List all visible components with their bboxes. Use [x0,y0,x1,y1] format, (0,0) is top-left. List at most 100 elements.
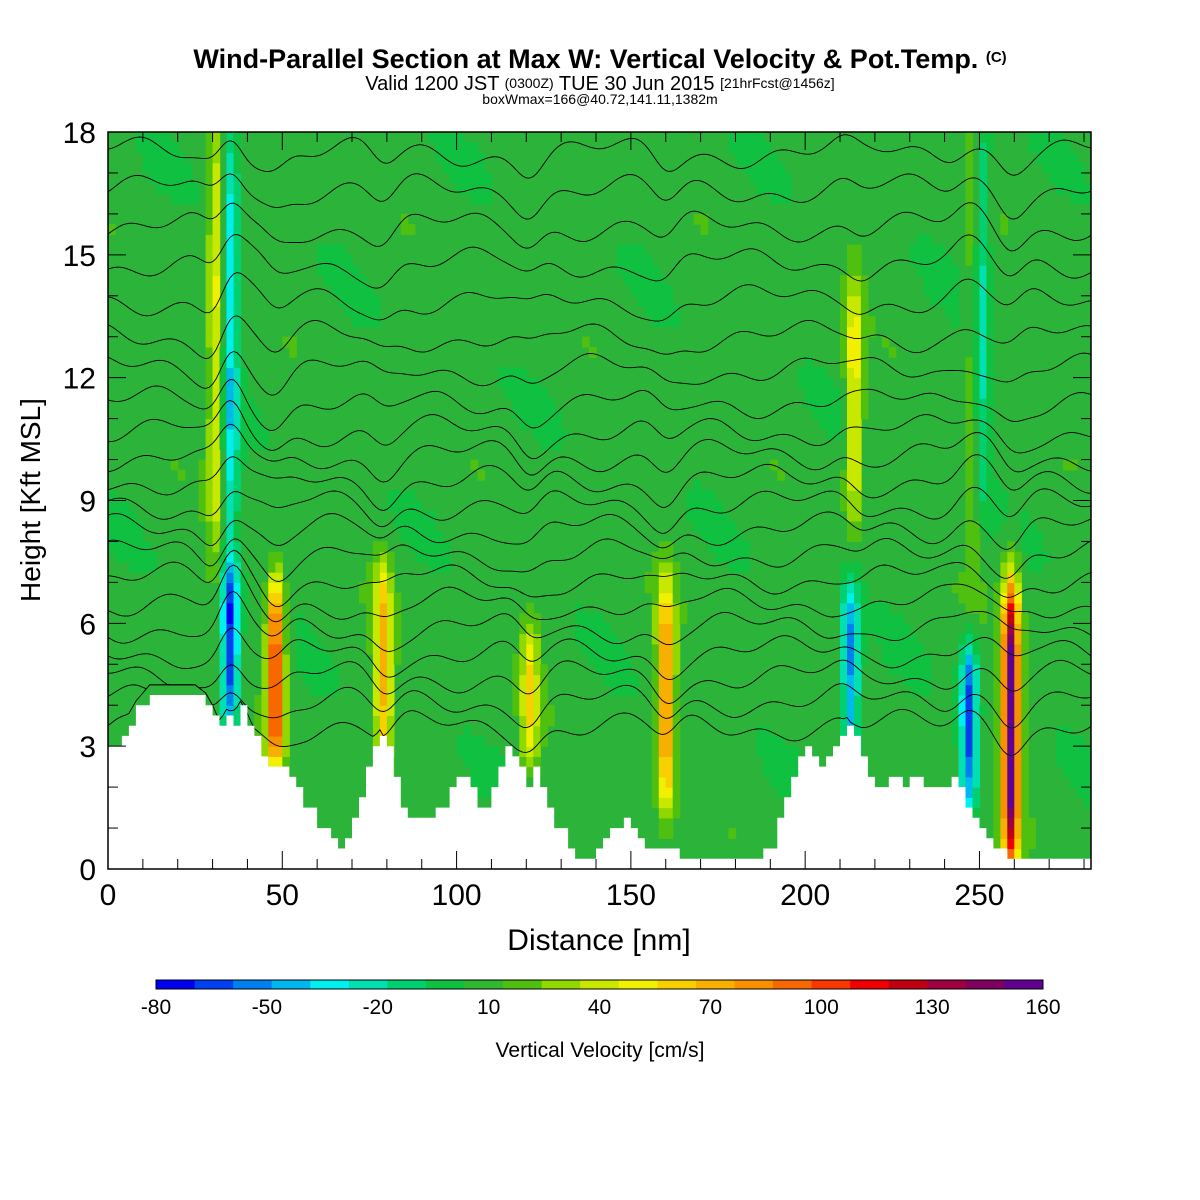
velocity-cell [1000,633,1008,645]
velocity-cell [1007,715,1015,727]
velocity-cell [665,295,674,307]
velocity-cell [219,377,228,389]
velocity-cell [310,654,318,665]
velocity-cell [226,602,235,614]
velocity-cell [386,602,395,614]
velocity-cell [847,265,855,276]
velocity-cell [379,551,388,563]
velocity-cell [965,684,974,696]
velocity-cell [226,480,235,491]
velocity-cell [847,469,855,481]
velocity-cell [331,254,339,266]
velocity-cell [979,316,988,328]
velocity-cell [212,572,221,583]
velocity-cell [756,746,764,757]
velocity-cell [840,582,848,594]
velocity-cell [672,582,681,594]
velocity-cell [1049,142,1057,153]
velocity-cell [1014,664,1022,676]
velocity-cell [965,213,974,225]
y-axis-label: Height [Kft MSL] [15,398,46,602]
velocity-cell [965,735,974,747]
velocity-cell [700,224,709,235]
velocity-cell [672,746,681,757]
velocity-cell [651,561,660,573]
velocity-cell [651,735,660,747]
velocity-cell [526,418,534,430]
velocity-cell [791,756,799,768]
velocity-cell [205,162,214,174]
velocity-cell [310,674,318,686]
velocity-cell [386,695,395,706]
velocity-cell [226,152,235,164]
velocity-cell [435,152,444,164]
velocity-cell [651,797,660,809]
isentrope-line [108,549,1091,608]
velocity-cell [526,766,534,778]
velocity-cell [177,162,186,174]
velocity-cell [888,347,897,358]
velocity-cell [944,265,953,276]
velocity-cell [1049,172,1057,184]
velocity-cell [819,408,827,420]
velocity-cell [379,664,388,676]
velocity-cell [665,602,674,614]
velocity-cell [979,592,988,604]
velocity-cell [1000,684,1008,696]
velocity-cell [798,377,806,389]
colorbar-swatch [387,980,427,989]
velocity-cell [275,705,283,716]
velocity-cell [275,561,283,573]
velocity-cell [589,643,597,655]
velocity-cell [965,572,974,583]
isentrope-line [108,684,1091,757]
velocity-cell [840,684,848,696]
velocity-cell [972,295,981,307]
velocity-cell [1063,735,1071,747]
velocity-cell [672,561,681,573]
velocity-cell [324,265,332,276]
velocity-cell [533,746,541,757]
velocity-cell [212,193,221,205]
velocity-cell [268,633,276,645]
velocity-cell [212,275,221,287]
velocity-cell [965,654,974,665]
velocity-cell [665,817,674,829]
velocity-cell [916,674,925,686]
isentrope-line [108,591,1091,652]
velocity-cell [965,152,974,164]
velocity-cell [533,643,541,655]
velocity-cell [979,490,988,502]
velocity-cell [407,500,416,512]
velocity-cell [205,142,214,153]
velocity-cell [226,408,235,420]
velocity-cell [1014,613,1022,624]
velocity-cell [108,510,116,522]
velocity-cell [1077,756,1085,768]
velocity-cell [282,623,290,635]
velocity-cell [979,521,988,532]
velocity-cell [198,510,207,522]
velocity-cell [414,500,423,512]
velocity-cell [1007,705,1015,716]
velocity-cell [993,828,1001,839]
velocity-cell [533,684,541,696]
velocity-cell [986,469,994,481]
velocity-cell [205,469,214,481]
velocity-cell [275,592,283,604]
velocity-cell [261,746,269,757]
velocity-cell [930,244,939,256]
velocity-cell [554,418,562,430]
velocity-cell [177,172,186,184]
velocity-cell [366,643,374,655]
velocity-cell [763,735,771,747]
velocity-cell [1000,572,1008,583]
velocity-cell [972,521,981,532]
velocity-cell [233,234,242,246]
velocity-cell [812,387,820,399]
colorbar-swatch [271,980,311,989]
velocity-cell [519,613,527,624]
velocity-cell [177,183,186,194]
velocity-cell [212,408,221,420]
x-tick-label: 150 [606,879,656,912]
